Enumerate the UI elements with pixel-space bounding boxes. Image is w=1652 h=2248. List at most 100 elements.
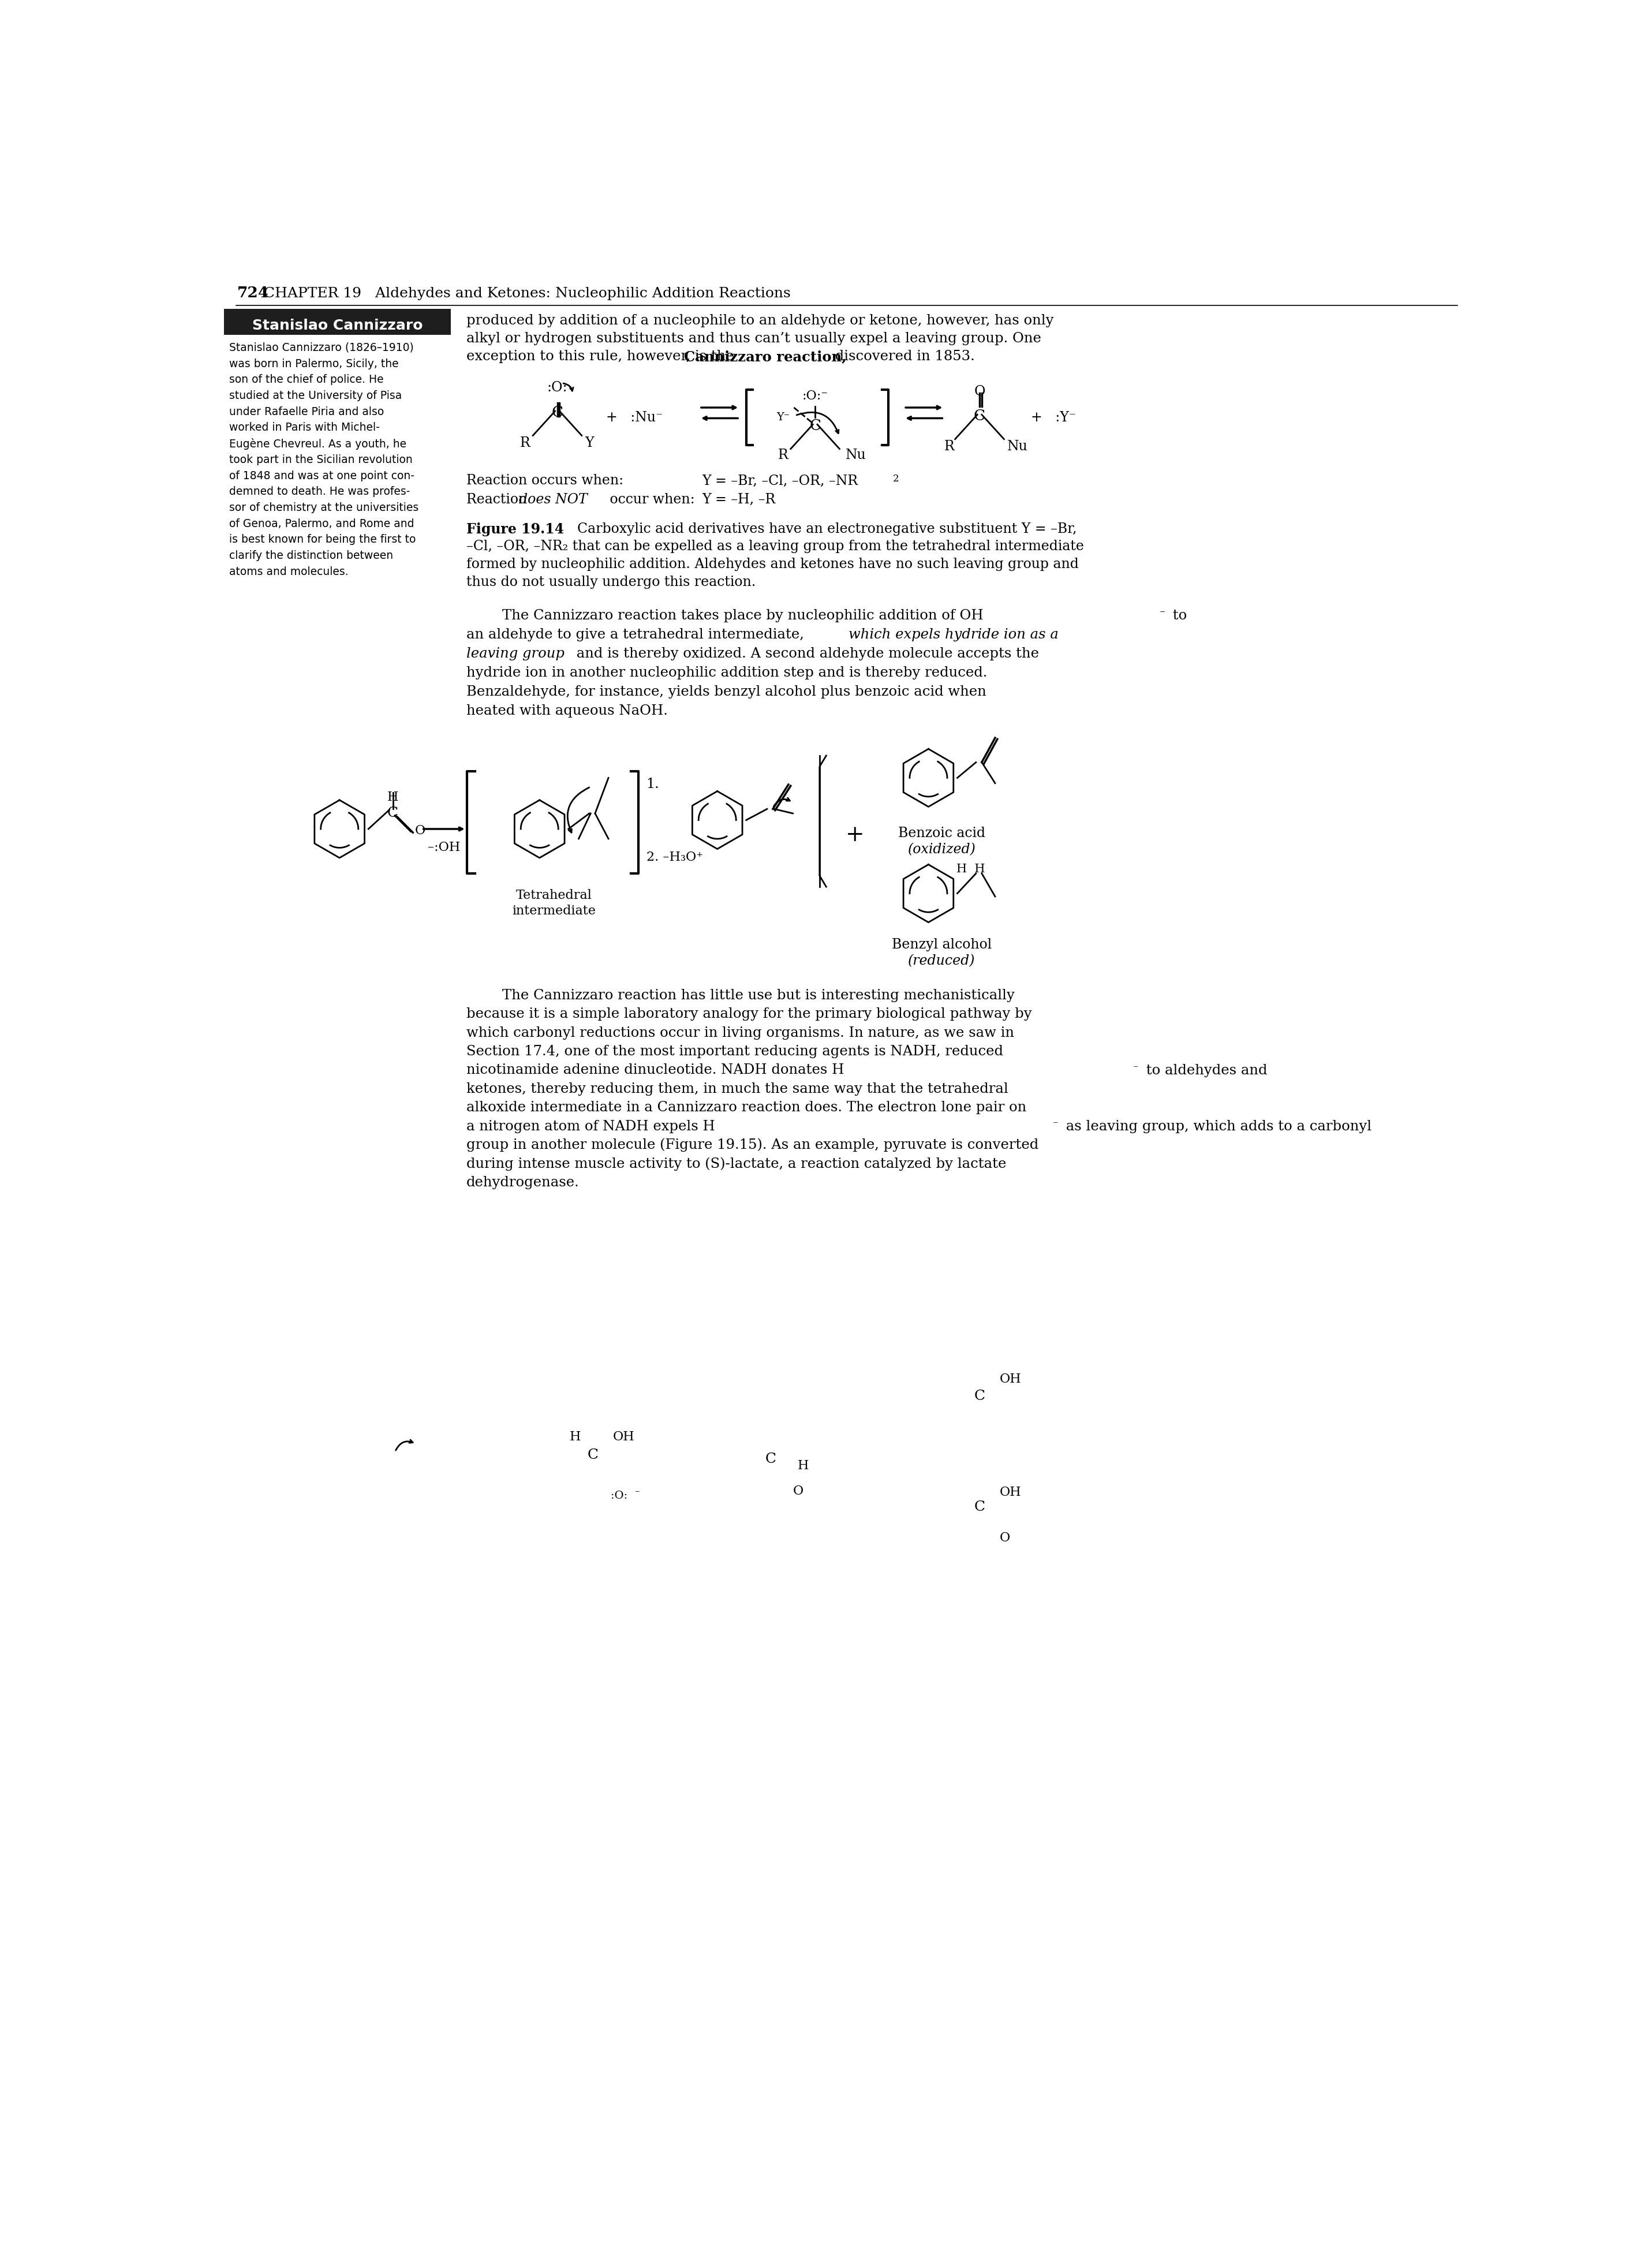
Text: which carbonyl reductions occur in living organisms. In nature, as we saw in: which carbonyl reductions occur in livin… [466, 1027, 1014, 1039]
Text: is best known for being the first to: is best known for being the first to [230, 535, 416, 546]
Text: Y: Y [585, 436, 593, 450]
Text: O: O [975, 384, 985, 398]
Text: does NOT: does NOT [519, 492, 586, 506]
Text: of 1848 and was at one point con-: of 1848 and was at one point con- [230, 470, 415, 481]
Text: ketones, thereby reducing them, in much the same way that the tetrahedral: ketones, thereby reducing them, in much … [466, 1081, 1008, 1095]
Text: –:OH: –:OH [428, 841, 461, 854]
Text: alkyl or hydrogen substituents and thus can’t usually expel a leaving group. One: alkyl or hydrogen substituents and thus … [466, 333, 1041, 346]
Text: OH: OH [999, 1486, 1021, 1499]
Text: to aldehydes and: to aldehydes and [1142, 1063, 1267, 1077]
Text: atoms and molecules.: atoms and molecules. [230, 566, 349, 578]
Text: Benzaldehyde, for instance, yields benzyl alcohol plus benzoic acid when: Benzaldehyde, for instance, yields benzy… [466, 686, 986, 699]
Text: R: R [778, 447, 788, 461]
Text: OH: OH [999, 1374, 1021, 1385]
Text: +   :Y⁻: + :Y⁻ [1031, 411, 1075, 425]
Text: C: C [765, 1452, 776, 1466]
Text: occur when:: occur when: [605, 492, 694, 506]
Text: of Genoa, Palermo, and Rome and: of Genoa, Palermo, and Rome and [230, 519, 415, 528]
Text: intermediate: intermediate [512, 904, 596, 917]
Text: C: C [387, 807, 398, 821]
Text: during intense muscle activity to (S)-lactate, a reaction catalyzed by lactate: during intense muscle activity to (S)-la… [466, 1158, 1006, 1171]
Text: CHAPTER 19   Aldehydes and Ketones: Nucleophilic Addition Reactions: CHAPTER 19 Aldehydes and Ketones: Nucleo… [264, 288, 791, 301]
Text: C: C [552, 405, 563, 420]
Text: C: C [809, 418, 821, 434]
Text: OH: OH [613, 1430, 634, 1443]
Text: +   :Nu⁻: + :Nu⁻ [606, 411, 662, 425]
Text: sor of chemistry at the universities: sor of chemistry at the universities [230, 501, 418, 513]
Text: C: C [975, 1502, 985, 1513]
Text: Benzoic acid: Benzoic acid [899, 827, 985, 841]
Text: ⁻: ⁻ [1160, 609, 1165, 618]
Text: R: R [520, 436, 530, 450]
Text: discovered in 1853.: discovered in 1853. [831, 351, 975, 362]
Text: ⁻: ⁻ [1133, 1063, 1138, 1075]
Text: The Cannizzaro reaction has little use but is interesting mechanistically: The Cannizzaro reaction has little use b… [466, 989, 1014, 1003]
Text: ⁻: ⁻ [1052, 1120, 1059, 1131]
Text: +: + [846, 825, 864, 845]
Text: demned to death. He was profes-: demned to death. He was profes- [230, 486, 410, 497]
Text: :O:⁻: :O:⁻ [803, 389, 828, 402]
Text: was born in Palermo, Sicily, the: was born in Palermo, Sicily, the [230, 357, 398, 369]
Text: Y = –H, –R: Y = –H, –R [702, 492, 775, 506]
Text: Nu: Nu [846, 447, 866, 461]
Text: O: O [415, 825, 426, 836]
Text: under Rafaelle Piria and also: under Rafaelle Piria and also [230, 407, 385, 418]
Text: :O:: :O: [547, 380, 568, 393]
Text: H: H [387, 791, 398, 805]
Text: Stanislao Cannizzaro: Stanislao Cannizzaro [253, 319, 423, 333]
Text: Y⁻: Y⁻ [776, 411, 790, 423]
Text: C: C [588, 1448, 598, 1461]
Text: The Cannizzaro reaction takes place by nucleophilic addition of OH: The Cannizzaro reaction takes place by n… [466, 609, 983, 623]
Text: H: H [798, 1459, 808, 1472]
Text: Benzyl alcohol: Benzyl alcohol [892, 937, 991, 951]
Text: dehydrogenase.: dehydrogenase. [466, 1176, 580, 1189]
Text: formed by nucleophilic addition. Aldehydes and ketones have no such leaving grou: formed by nucleophilic addition. Aldehyd… [466, 558, 1079, 571]
Text: 2: 2 [892, 474, 899, 483]
Text: studied at the University of Pisa: studied at the University of Pisa [230, 391, 401, 400]
Text: heated with aqueous NaOH.: heated with aqueous NaOH. [466, 704, 667, 717]
FancyBboxPatch shape [225, 308, 451, 335]
Text: C: C [973, 409, 985, 423]
Text: :O:: :O: [611, 1490, 628, 1502]
Text: Reaction occurs when:: Reaction occurs when: [466, 474, 623, 488]
Text: 724: 724 [238, 285, 269, 301]
Text: R: R [945, 441, 955, 454]
Text: leaving group: leaving group [466, 647, 565, 661]
Text: worked in Paris with Michel-: worked in Paris with Michel- [230, 423, 380, 434]
Text: because it is a simple laboratory analogy for the primary biological pathway by: because it is a simple laboratory analog… [466, 1007, 1031, 1021]
Text: C: C [975, 1389, 985, 1403]
Text: exception to this rule, however, is the: exception to this rule, however, is the [466, 351, 738, 362]
Text: –Cl, –OR, –NR₂ that can be expelled as a leaving group from the tetrahedral inte: –Cl, –OR, –NR₂ that can be expelled as a… [466, 540, 1084, 553]
Text: a nitrogen atom of NADH expels H: a nitrogen atom of NADH expels H [466, 1120, 715, 1133]
Text: Cannizzaro reaction,: Cannizzaro reaction, [684, 351, 846, 364]
Text: took part in the Sicilian revolution: took part in the Sicilian revolution [230, 454, 413, 465]
Text: clarify the distinction between: clarify the distinction between [230, 551, 393, 562]
Text: hydride ion in another nucleophilic addition step and is thereby reduced.: hydride ion in another nucleophilic addi… [466, 665, 986, 679]
Text: which expels hydride ion as a: which expels hydride ion as a [849, 627, 1059, 641]
Text: alkoxide intermediate in a Cannizzaro reaction does. The electron lone pair on: alkoxide intermediate in a Cannizzaro re… [466, 1102, 1026, 1115]
Text: and is thereby oxidized. A second aldehyde molecule accepts the: and is thereby oxidized. A second aldehy… [572, 647, 1039, 661]
Text: produced by addition of a nucleophile to an aldehyde or ketone, however, has onl: produced by addition of a nucleophile to… [466, 315, 1054, 328]
Text: O: O [999, 1531, 1009, 1544]
Text: to: to [1168, 609, 1188, 623]
Text: an aldehyde to give a tetrahedral intermediate,: an aldehyde to give a tetrahedral interm… [466, 627, 808, 641]
Text: as leaving group, which adds to a carbonyl: as leaving group, which adds to a carbon… [1062, 1120, 1371, 1133]
Text: son of the chief of police. He: son of the chief of police. He [230, 373, 383, 384]
Text: Tetrahedral: Tetrahedral [515, 888, 591, 901]
Text: Y = –Br, –Cl, –OR, –NR: Y = –Br, –Cl, –OR, –NR [702, 474, 857, 488]
Text: Section 17.4, one of the most important reducing agents is NADH, reduced: Section 17.4, one of the most important … [466, 1045, 1003, 1059]
Text: (oxidized): (oxidized) [907, 843, 976, 856]
Text: (reduced): (reduced) [909, 955, 975, 967]
Text: 2. –H₃O⁺: 2. –H₃O⁺ [646, 852, 702, 863]
Text: Carboxylic acid derivatives have an electronegative substituent Y = –Br,: Carboxylic acid derivatives have an elec… [568, 522, 1077, 535]
Text: H: H [570, 1430, 582, 1443]
Text: Nu: Nu [1008, 441, 1028, 454]
Text: Reaction: Reaction [466, 492, 532, 506]
Text: 1.: 1. [646, 778, 659, 791]
Text: thus do not usually undergo this reaction.: thus do not usually undergo this reactio… [466, 575, 755, 589]
Text: Figure 19.14: Figure 19.14 [466, 522, 563, 535]
Text: Eugène Chevreul. As a youth, he: Eugène Chevreul. As a youth, he [230, 438, 406, 450]
Text: ⁻: ⁻ [634, 1488, 639, 1499]
Text: nicotinamide adenine dinucleotide. NADH donates H: nicotinamide adenine dinucleotide. NADH … [466, 1063, 844, 1077]
Text: Stanislao Cannizzaro (1826–1910): Stanislao Cannizzaro (1826–1910) [230, 342, 415, 353]
